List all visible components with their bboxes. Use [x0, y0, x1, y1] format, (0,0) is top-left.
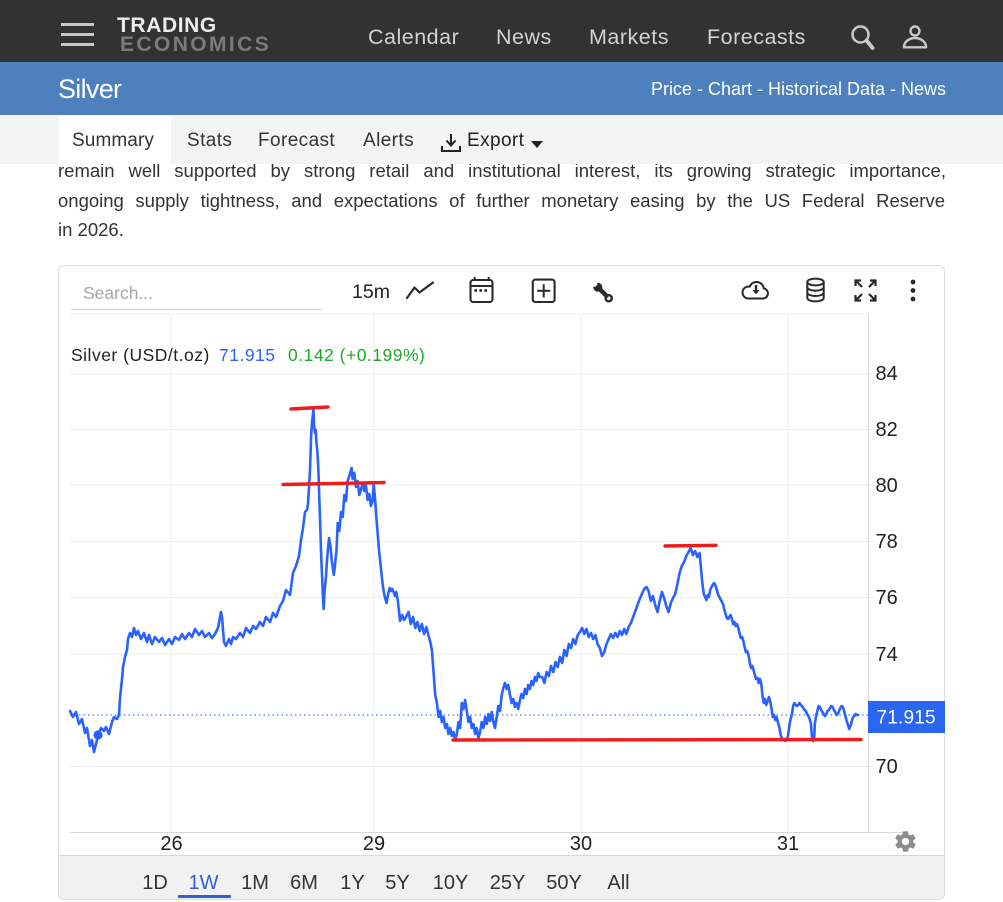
- svg-text:Silver (USD/t.oz): Silver (USD/t.oz): [71, 345, 210, 365]
- svg-text:0.142 (+0.199%): 0.142 (+0.199%): [288, 345, 425, 365]
- svg-text:29: 29: [363, 833, 385, 855]
- svg-text:71.915: 71.915: [877, 708, 936, 729]
- svg-text:84: 84: [876, 363, 898, 385]
- svg-text:74: 74: [876, 644, 898, 666]
- svg-text:30: 30: [570, 833, 592, 855]
- svg-text:70: 70: [876, 756, 898, 778]
- svg-text:78: 78: [876, 531, 898, 553]
- svg-text:76: 76: [876, 587, 898, 609]
- svg-text:26: 26: [160, 833, 182, 855]
- svg-text:71.915: 71.915: [219, 345, 276, 365]
- svg-text:80: 80: [876, 475, 898, 497]
- svg-text:82: 82: [876, 419, 898, 441]
- svg-text:31: 31: [777, 833, 799, 855]
